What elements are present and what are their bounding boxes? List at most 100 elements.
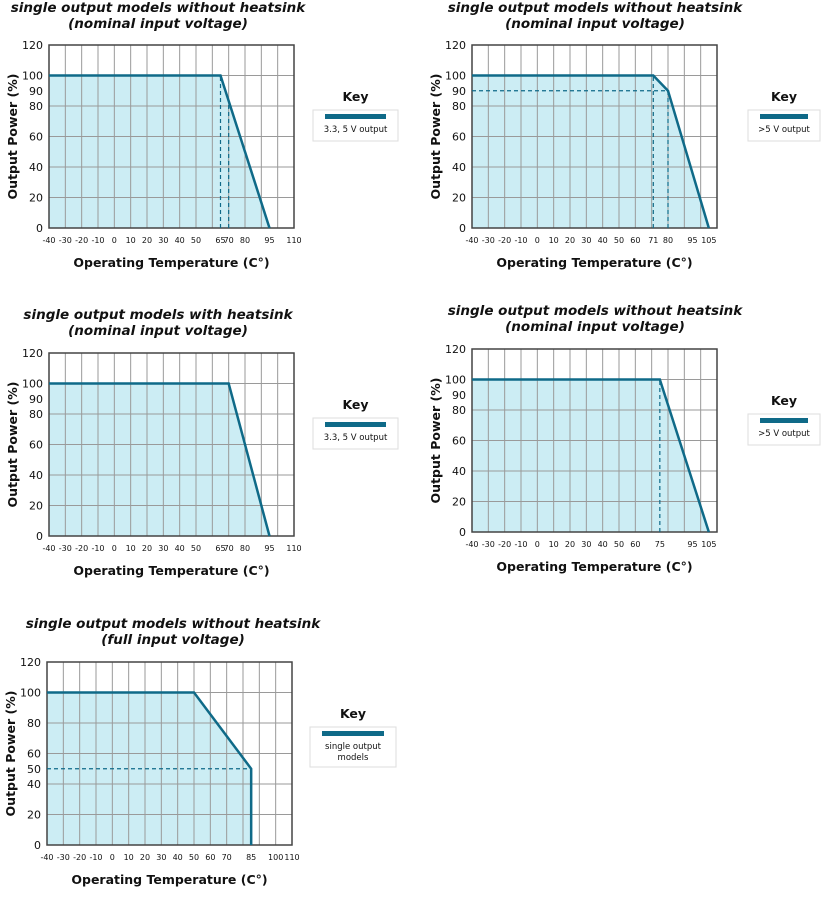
area-fill: [49, 75, 270, 228]
series-line: [472, 378, 711, 533]
x-tick-label: -20: [75, 236, 88, 245]
x-tick-label: 95: [264, 236, 274, 245]
x-tick-label: 71: [648, 236, 658, 245]
y-tick-label: 90: [29, 85, 43, 98]
y-tick-label: 60: [27, 748, 41, 761]
y-tick-label: 20: [27, 809, 41, 822]
legend-swatch: [760, 114, 808, 119]
x-tick-label: 110: [286, 544, 301, 553]
x-tick-label: -30: [59, 544, 72, 553]
x-tick-label: 50: [191, 236, 201, 245]
x-tick-label: 95: [264, 544, 274, 553]
x-tick-label: 110: [286, 236, 301, 245]
x-tick-label: 30: [158, 236, 168, 245]
x-tick-label: -10: [514, 236, 527, 245]
plot-frame: [471, 348, 718, 533]
x-tick-label: 10: [126, 236, 136, 245]
series-line: [49, 382, 271, 537]
y-tick-label: 60: [452, 131, 466, 144]
x-tick-label: 50: [614, 540, 624, 549]
x-tick-label: 60: [205, 853, 215, 862]
x-tick-label: -40: [42, 236, 55, 245]
y-tick-label: 80: [452, 404, 466, 417]
y-tick-label: 120: [445, 343, 466, 356]
y-tick-label: 90: [29, 393, 43, 406]
x-tick-label: 10: [549, 236, 559, 245]
chart-title: (full input voltage): [101, 632, 245, 648]
x-tick-label: 80: [240, 544, 250, 553]
series-line: [49, 74, 271, 229]
x-tick-label: 60: [630, 540, 640, 549]
derating-chart-1: single output models without heatsink (no…: [0, 0, 410, 294]
x-tick-label: 65: [215, 236, 225, 245]
x-tick-label: -10: [91, 544, 104, 553]
x-tick-label: -30: [59, 236, 72, 245]
x-tick-label: 105: [701, 540, 716, 549]
legend-swatch: [325, 114, 386, 119]
y-tick-label: 120: [22, 39, 43, 52]
x-tick-label: -40: [465, 540, 478, 549]
legend-label: >5 V output: [758, 429, 810, 439]
y-tick-label: 20: [452, 192, 466, 205]
y-axis-title: Output Power (%): [5, 382, 20, 508]
plot-frame: [48, 44, 295, 229]
legend-title: Key: [771, 89, 797, 104]
legend-title: Key: [771, 393, 797, 408]
area-fill: [472, 379, 709, 532]
y-axis-title: Output Power (%): [3, 691, 18, 817]
plot-frame: [46, 661, 293, 846]
x-tick-label: 20: [140, 853, 150, 862]
legend-title: Key: [342, 89, 368, 104]
x-tick-label: 65: [215, 544, 225, 553]
x-tick-label: 40: [173, 853, 183, 862]
plot-frame: [471, 44, 718, 229]
x-tick-label: -40: [465, 236, 478, 245]
x-tick-label: -40: [40, 853, 53, 862]
y-tick-label: 0: [36, 530, 43, 543]
area-fill: [472, 75, 709, 228]
y-tick-label: 100: [20, 687, 41, 700]
y-tick-label: 40: [27, 778, 41, 791]
x-tick-label: 50: [614, 236, 624, 245]
y-axis-title: Output Power (%): [428, 74, 443, 200]
legend-title: Key: [342, 397, 368, 412]
x-tick-label: 20: [565, 540, 575, 549]
x-tick-label: 10: [124, 853, 134, 862]
y-tick-label: 120: [20, 656, 41, 669]
x-tick-label: 110: [284, 853, 299, 862]
chart-title: single output models without heatsink: [448, 0, 744, 16]
area-fill: [47, 692, 252, 845]
x-tick-label: 80: [663, 236, 673, 245]
x-axis-title: Operating Temperature (C°): [73, 563, 269, 578]
y-tick-label: 40: [452, 465, 466, 478]
derating-chart-3: single output models with heatsink (nomin…: [0, 307, 410, 602]
x-tick-label: 10: [126, 544, 136, 553]
y-tick-label: 120: [22, 347, 43, 360]
series-line: [47, 691, 253, 845]
y-tick-label: 60: [452, 435, 466, 448]
legend-swatch: [322, 731, 384, 736]
chart-title: (nominal input voltage): [68, 16, 248, 32]
y-axis-title: Output Power (%): [428, 378, 443, 504]
y-tick-label: 80: [29, 408, 43, 421]
x-axis-title: Operating Temperature (C°): [71, 872, 267, 887]
legend-label: 3.3, 5 V output: [324, 125, 388, 135]
x-tick-label: 50: [189, 853, 199, 862]
y-tick-label: 40: [29, 161, 43, 174]
x-tick-label: 95: [687, 236, 697, 245]
derating-chart-2: single output models without heatsink (no…: [423, 0, 827, 294]
y-tick-label: 100: [445, 374, 466, 387]
y-tick-label: 20: [452, 496, 466, 509]
x-tick-label: 105: [701, 236, 716, 245]
x-tick-label: 50: [191, 544, 201, 553]
y-tick-label: 20: [29, 192, 43, 205]
x-tick-label: 20: [565, 236, 575, 245]
y-tick-label: 80: [27, 717, 41, 730]
legend-label: 3.3, 5 V output: [324, 433, 388, 443]
chart-title: single output models with heatsink: [23, 308, 293, 323]
x-tick-label: 70: [224, 236, 234, 245]
y-tick-label: 100: [22, 378, 43, 391]
x-tick-label: 70: [224, 544, 234, 553]
x-tick-label: -20: [73, 853, 86, 862]
y-axis-title: Output Power (%): [5, 74, 20, 200]
